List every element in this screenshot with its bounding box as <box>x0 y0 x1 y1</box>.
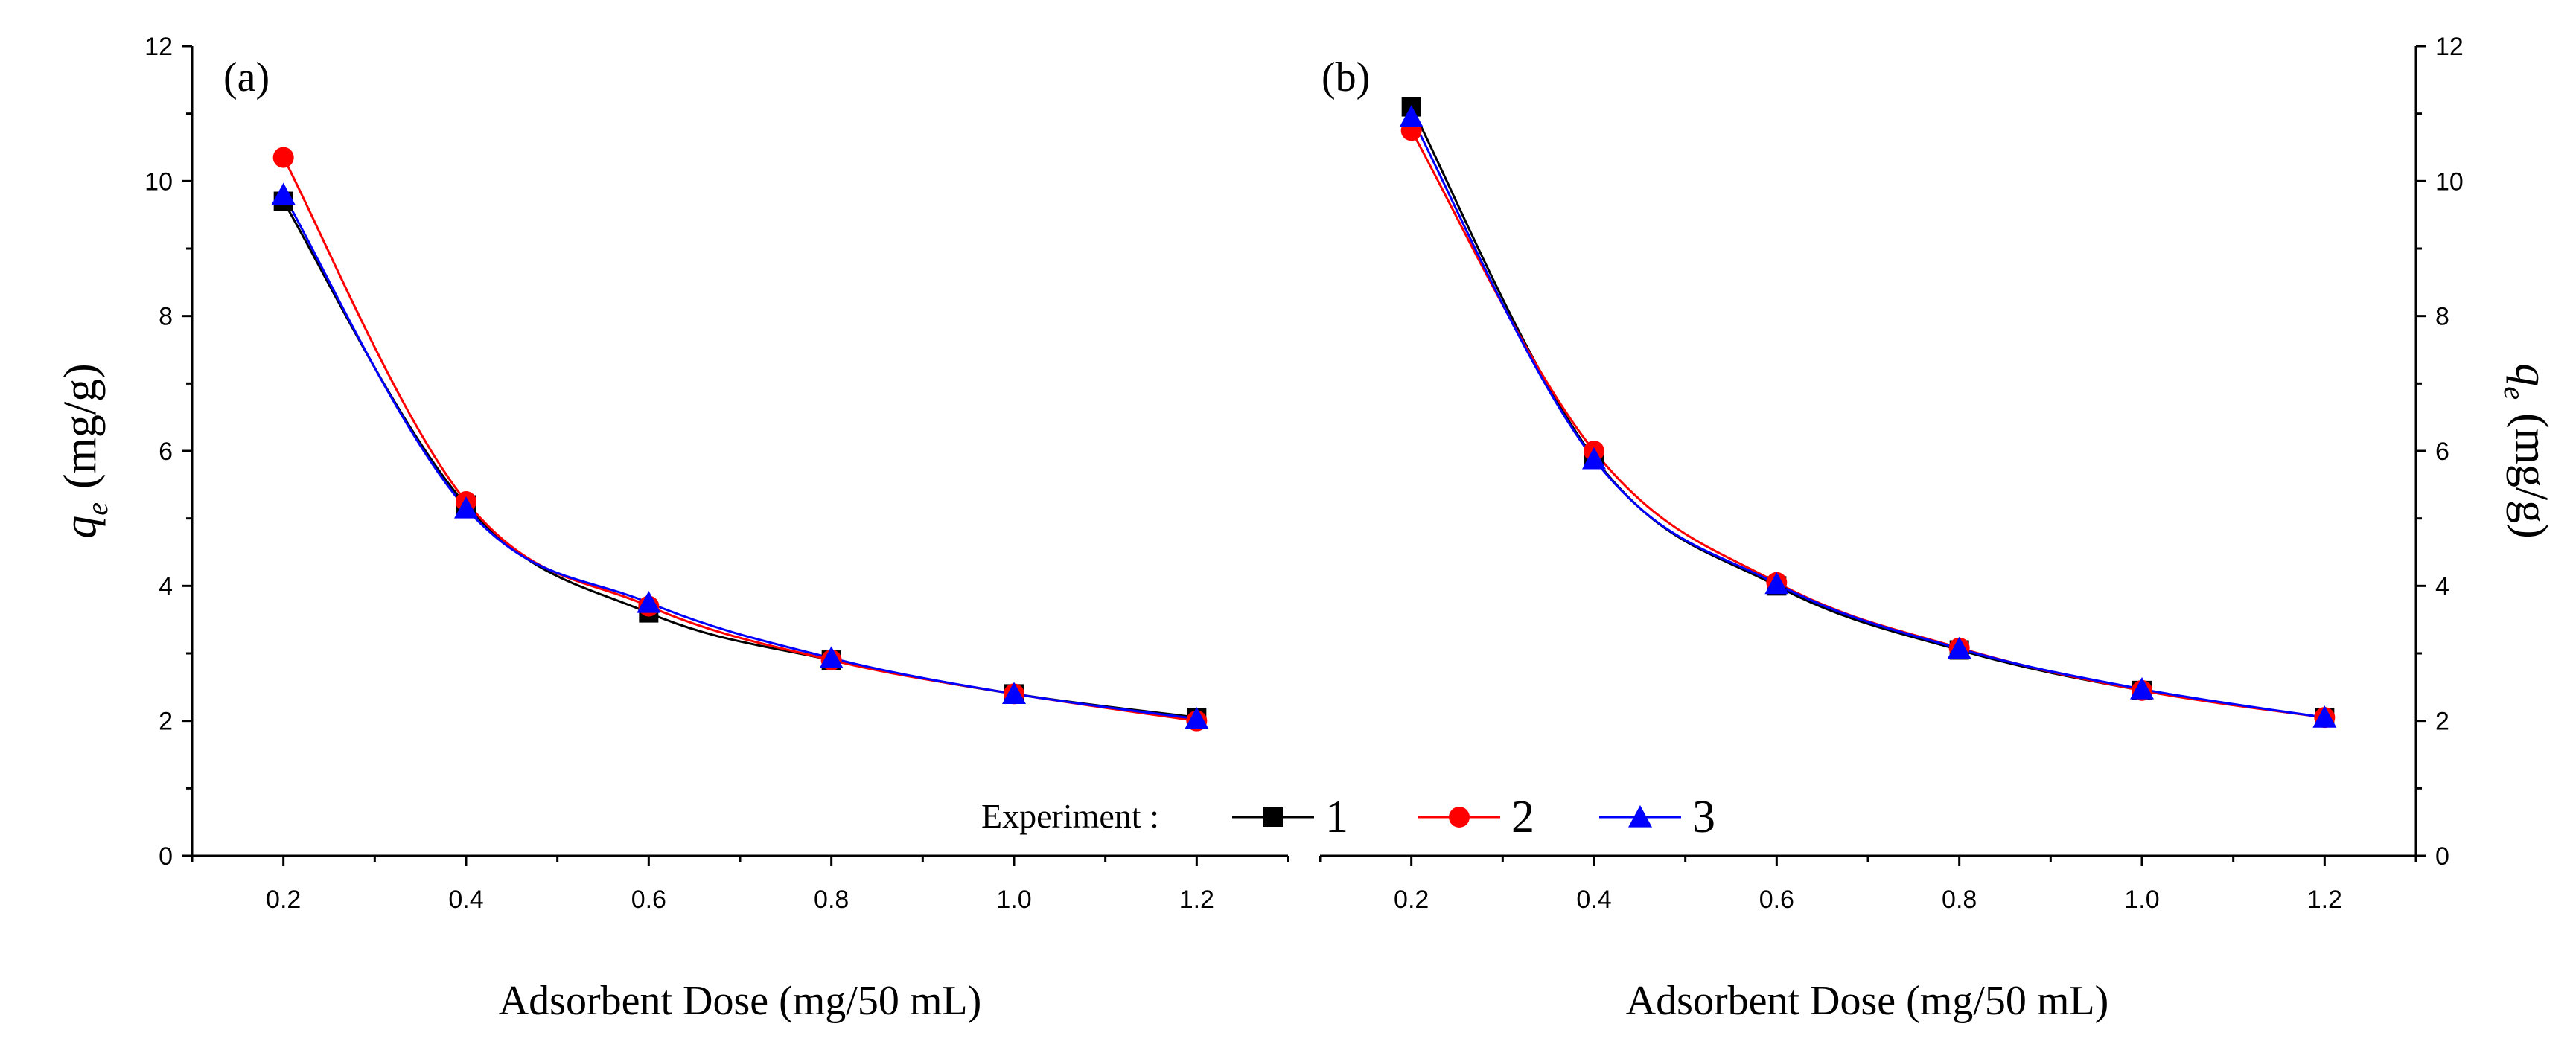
panel-a-series-1-line <box>282 200 1197 719</box>
panel-b-series-3-point <box>2130 677 2154 700</box>
panel-a-ticks: 0 2 4 6 8 10 12 0.2 0.4 0.6 0.8 1.0 1.2 <box>144 33 1289 914</box>
panel-b-x-tick-label: 0.4 <box>1576 886 1611 914</box>
panel-b-x-tick-label: 0.8 <box>1942 886 1977 914</box>
panel-b-series-3-point <box>1582 447 1606 470</box>
panel-a: 0 2 4 6 8 10 12 0.2 0.4 0.6 0.8 1.0 1.2 (a) Adsorben… <box>55 33 1289 1024</box>
panel-a-x-tick-label: 0.2 <box>266 886 301 914</box>
panel-b-y-tick-label: 0 <box>2435 842 2449 871</box>
panel-a-x-tick-label: 0.4 <box>448 886 483 914</box>
panel-a-y-title-sub: e <box>80 502 114 516</box>
panel-a-y-title-unit: (mg/g) <box>55 363 106 489</box>
panel-b-label: (b) <box>1322 54 1370 100</box>
panel-a-series-3-line <box>282 193 1197 720</box>
panel-a-series-3-point <box>819 646 844 668</box>
panel-a-y-tick-label: 0 <box>159 842 173 871</box>
panel-a-x-tick-label: 1.0 <box>996 886 1031 914</box>
panel-a-x-tick-label: 0.6 <box>631 886 666 914</box>
panel-a-markers <box>271 147 1209 732</box>
panel-b-lines <box>1410 106 2325 719</box>
panel-a-series-3-point <box>454 496 478 519</box>
panel-a-y-tick-label: 6 <box>159 438 173 466</box>
panel-a-y-title-q: q <box>55 516 106 539</box>
panel-a-series-3-point <box>1002 682 1026 704</box>
panel-a-series-3-point <box>1185 706 1209 729</box>
panel-b-series-3-point <box>1947 636 1971 659</box>
legend-marker-3 <box>1628 805 1652 828</box>
panel-a-series-3-point <box>271 182 296 205</box>
panel-b-x-tick-label: 0.6 <box>1759 886 1794 914</box>
panel-b-x-axis-title: Adsorbent Dose (mg/50 mL) <box>1626 978 2109 1024</box>
svg-text:qe(mg/g): qe (mg/g) <box>2498 363 2557 539</box>
panel-b-y-tick-label: 6 <box>2435 438 2449 466</box>
legend-label-3: 3 <box>1692 792 1715 842</box>
svg-text:qe(mg/g): qe (mg/g) <box>55 363 114 539</box>
panel-b-y-tick-label: 12 <box>2435 33 2464 61</box>
panel-b-series-3-point <box>2312 705 2337 728</box>
panel-a-y-axis-title: qe (mg/g) <box>55 363 114 539</box>
panel-b-y-tick-label: 4 <box>2435 572 2449 601</box>
panel-a-label: (a) <box>223 54 270 100</box>
panel-b-y-tick-label: 8 <box>2435 303 2449 331</box>
panel-b-series-3-point <box>1764 572 1789 595</box>
legend-marker-2 <box>1449 807 1470 828</box>
panel-b-y-title-q: q <box>2506 363 2557 386</box>
panel-a-y-tick-label: 8 <box>159 303 173 331</box>
legend-label-1: 1 <box>1325 792 1348 842</box>
panel-b-series-1-line <box>1410 106 2325 719</box>
panel-b-x-tick-label: 1.2 <box>2307 886 2342 914</box>
panel-b-x-tick-label: 1.0 <box>2124 886 2159 914</box>
panel-b-y-title-sub: e <box>2498 386 2531 400</box>
panel-b-y-tick-label: 2 <box>2435 708 2449 736</box>
panel-a-x-axis-title: Adsorbent Dose (mg/50 mL) <box>499 978 982 1024</box>
panel-a-x-tick-label: 1.2 <box>1179 886 1214 914</box>
panel-a-series-3-point <box>637 591 661 613</box>
panel-a-y-tick-label: 4 <box>159 572 173 601</box>
panel-b-y-title-unit: (mg/g) <box>2506 413 2557 539</box>
legend-label-2: 2 <box>1511 792 1534 842</box>
panel-b-y-axis-title: qe (mg/g) <box>2498 363 2557 539</box>
legend-title: Experiment : <box>981 797 1159 835</box>
panel-b-markers <box>1399 97 2337 729</box>
panel-a-y-tick-label: 10 <box>144 167 173 196</box>
panel-a-y-tick-label: 12 <box>144 33 173 61</box>
panel-b-series-3-line <box>1410 116 2325 719</box>
legend-entries: 1 2 3 <box>1232 792 1715 842</box>
panel-a-lines <box>282 156 1197 723</box>
legend: Experiment : 1 2 3 <box>981 792 1715 842</box>
panel-a-series-2-point <box>272 147 294 168</box>
panel-b-y-tick-label: 10 <box>2435 167 2464 196</box>
panel-b-series-2-line <box>1410 129 2325 719</box>
panel-a-series-2-line <box>282 156 1197 723</box>
panel-b-series-3-point <box>1399 105 1424 127</box>
panel-a-x-tick-label: 0.8 <box>814 886 849 914</box>
legend-marker-1 <box>1263 807 1283 827</box>
panel-a-y-tick-label: 2 <box>159 708 173 736</box>
panel-b-x-tick-label: 0.2 <box>1394 886 1429 914</box>
